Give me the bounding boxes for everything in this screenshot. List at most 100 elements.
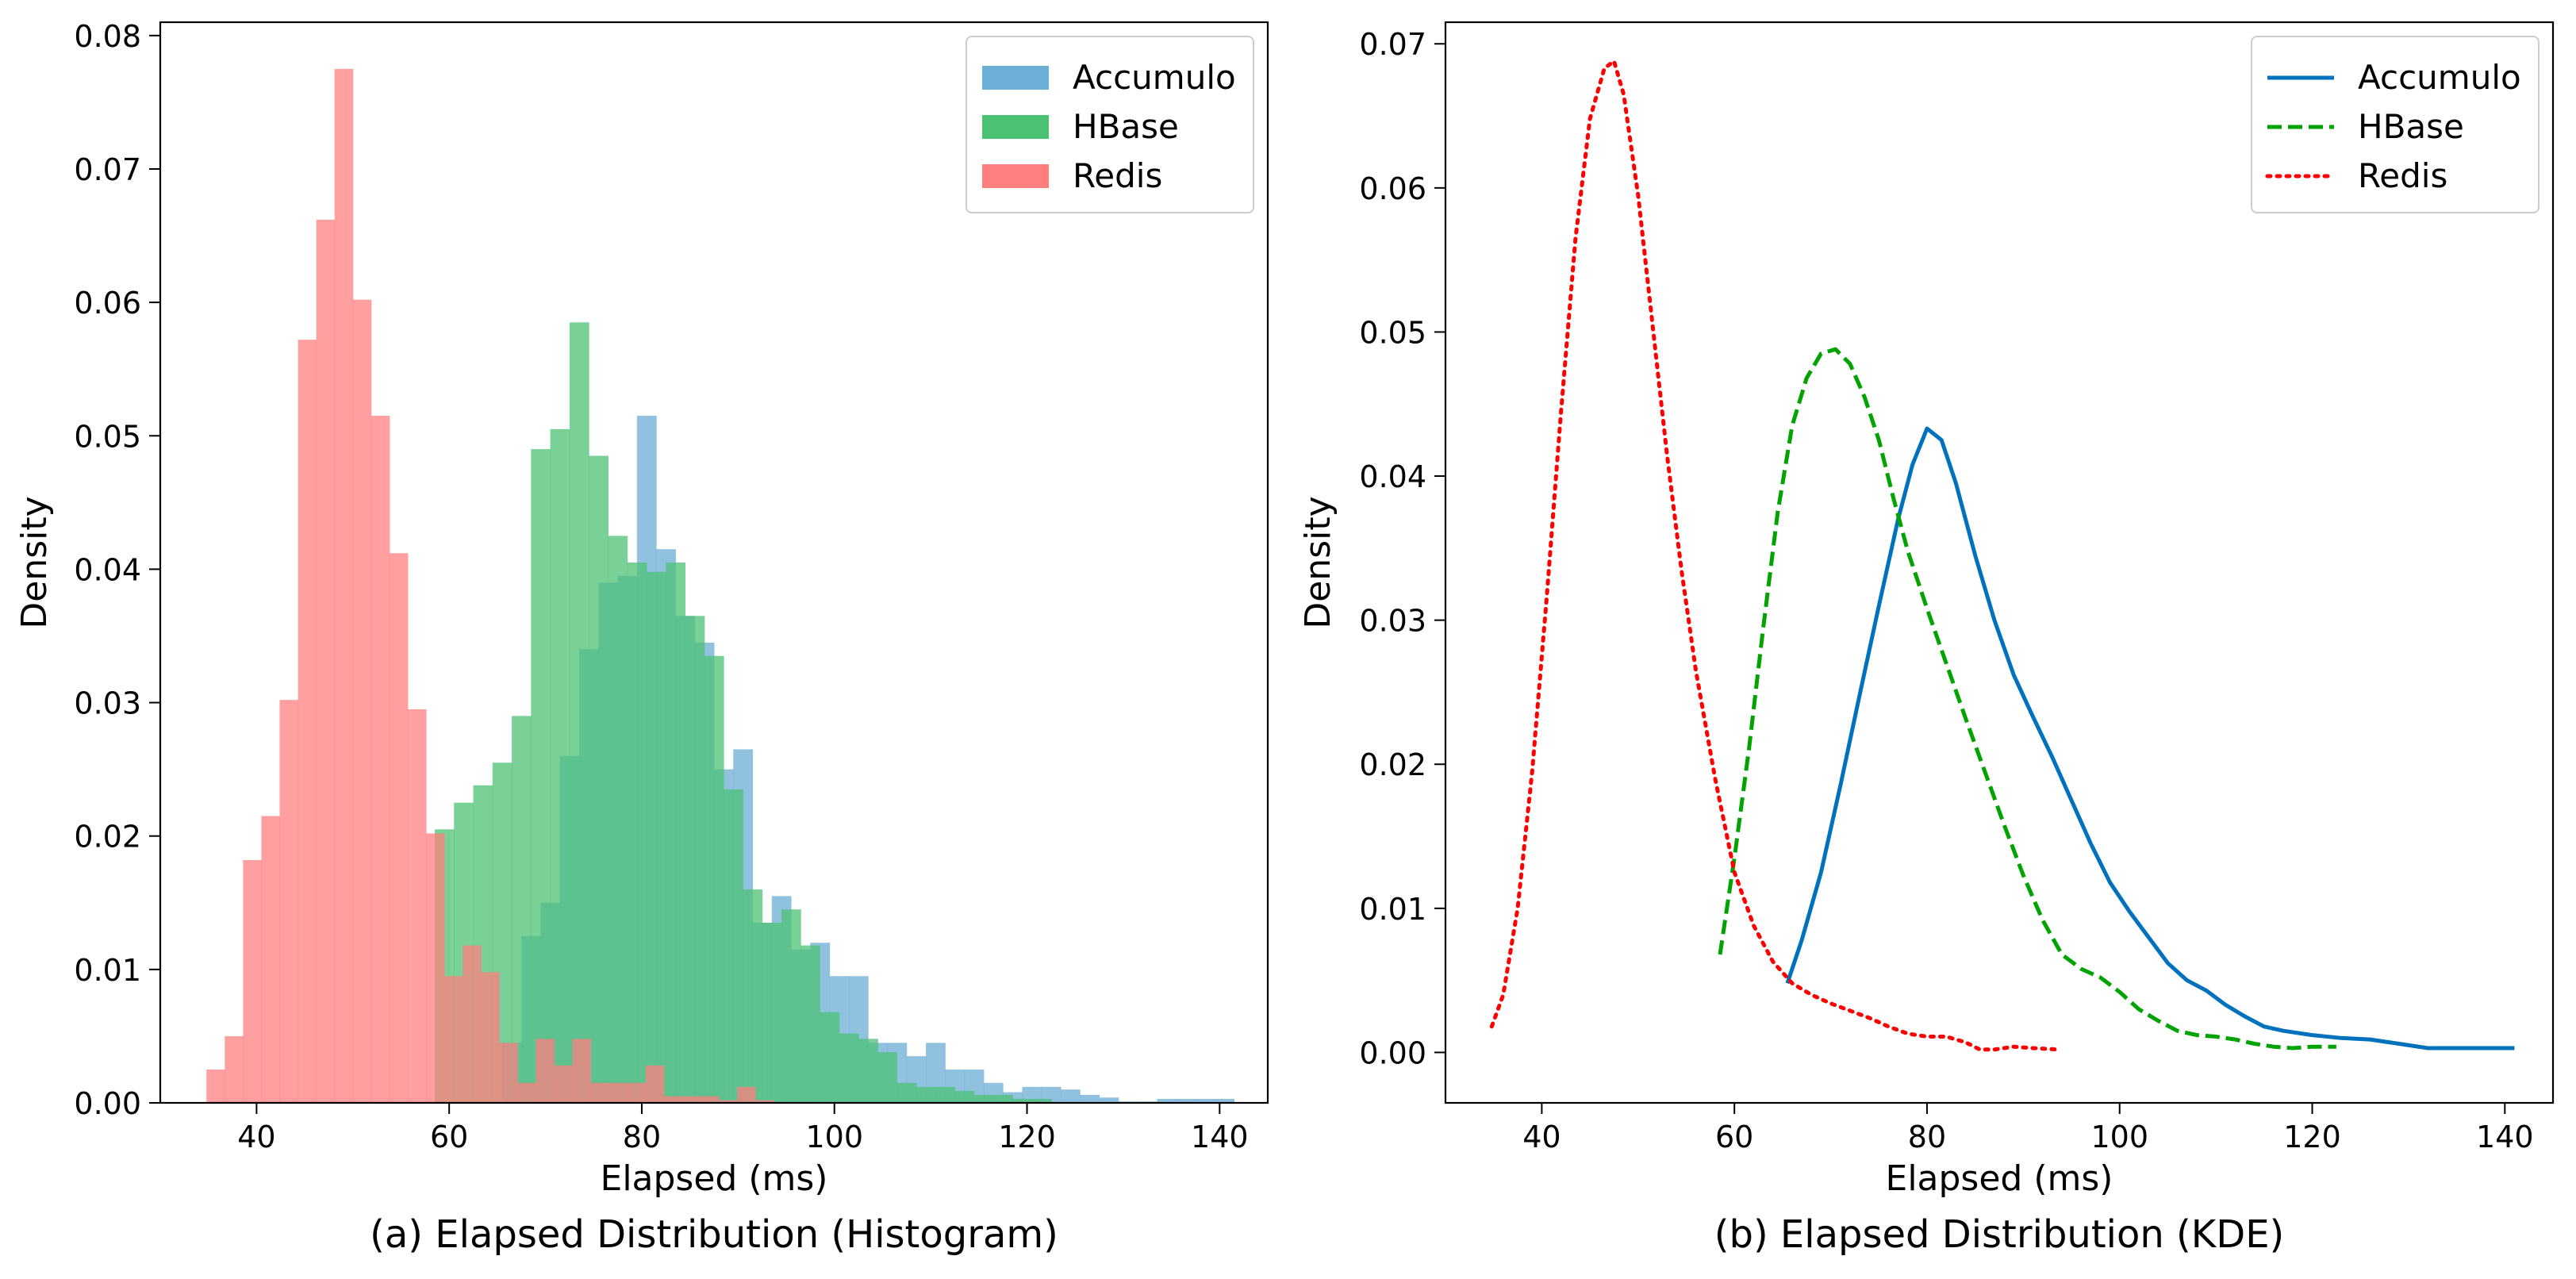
bar-hbase (973, 1094, 994, 1103)
bar-hbase (512, 716, 532, 1103)
legend-entry-hbase: HBase (982, 107, 1179, 146)
legend: Accumulo HBase Redis (2251, 36, 2540, 213)
y-tick-label: 0.08 (74, 19, 141, 54)
axes-frame (1444, 21, 2555, 1104)
bar-redis (554, 1065, 574, 1103)
bar-redis (407, 709, 427, 1103)
bar-redis (261, 816, 281, 1103)
bar-redis (627, 1082, 647, 1103)
x-tick-label: 80 (1908, 1120, 1946, 1154)
bar-accumulo (1195, 1098, 1215, 1103)
bar-hbase (1031, 1098, 1052, 1103)
y-axis-label: Density (14, 496, 55, 628)
kde-lines (1489, 59, 2515, 1052)
bar-redis (481, 972, 500, 1103)
x-tick-label: 100 (2090, 1120, 2148, 1154)
bar-hbase (993, 1094, 1013, 1103)
bar-redis (737, 1086, 756, 1103)
bar-hbase (743, 889, 763, 1103)
bar-hbase (916, 1086, 936, 1103)
bar-redis (370, 416, 390, 1103)
bar-redis (719, 1100, 738, 1103)
x-axis-label: Elapsed (ms) (1886, 1158, 2113, 1199)
bar-hbase (666, 563, 686, 1103)
legend-label: Accumulo (2358, 58, 2521, 97)
bar-redis (279, 700, 299, 1103)
bar-redis (352, 299, 372, 1103)
bar-redis (572, 1039, 592, 1103)
bar-hbase (647, 571, 666, 1103)
histogram-panel: 40 60 80 100 120 140 0.00 0.01 0.02 0.03 0.04 0.05… (14, 19, 1269, 1257)
x-tick-label: 40 (237, 1120, 275, 1154)
bar-redis (243, 859, 262, 1103)
bar-hbase (531, 449, 551, 1103)
bar-accumulo (1176, 1098, 1196, 1103)
bar-hbase (896, 1082, 917, 1103)
bar-hbase (589, 455, 608, 1103)
legend-label: HBase (2358, 107, 2464, 146)
legend-entry-hbase: HBase (2267, 107, 2464, 146)
x-tick-label: 140 (1191, 1120, 1249, 1154)
bars-hbase (434, 322, 1052, 1103)
axes-frame (159, 21, 1269, 1104)
legend-label: Redis (2358, 156, 2447, 195)
bar-redis (701, 1096, 720, 1103)
bar-redis (590, 1082, 610, 1103)
bar-redis (755, 1100, 774, 1103)
x-tick-label: 80 (623, 1120, 661, 1154)
x-axis-label: Elapsed (ms) (601, 1158, 828, 1199)
legend-label: HBase (1073, 107, 1179, 146)
legend-label: Accumulo (1073, 58, 1236, 97)
y-tick-label: 0.00 (1359, 1035, 1426, 1070)
legend-swatch-redis (982, 164, 1049, 188)
bar-redis (608, 1082, 628, 1103)
bar-redis (389, 553, 409, 1103)
chart-subtitle: (b) Elapsed Distribution (KDE) (1714, 1212, 2285, 1257)
bar-hbase (608, 536, 628, 1103)
bar-hbase (839, 1033, 859, 1103)
x-tick-label: 100 (805, 1120, 863, 1154)
bar-hbase (781, 909, 801, 1103)
y-axis-label: Density (1298, 496, 1338, 628)
bars-redis (206, 68, 774, 1104)
legend-entry-redis: Redis (2265, 156, 2447, 195)
bar-redis (463, 945, 482, 1103)
x-tick-label: 60 (1715, 1120, 1753, 1154)
bar-redis (444, 976, 463, 1103)
x-axis-ticks: 40 60 80 100 120 140 (1522, 1103, 2534, 1154)
legend-swatch-accumulo (982, 66, 1049, 90)
bar-redis (517, 1082, 536, 1103)
y-tick-label: 0.05 (1359, 315, 1426, 350)
legend: Accumulo HBase Redis (966, 36, 1254, 213)
kde-line-accumulo (1785, 426, 2515, 1050)
bar-accumulo (1061, 1089, 1081, 1103)
bar-hbase (935, 1086, 955, 1103)
y-axis-ticks: 0.00 0.01 0.02 0.03 0.04 0.05 0.06 0.07 (1359, 27, 1445, 1070)
legend-swatch-hbase (982, 115, 1049, 139)
bar-hbase (685, 616, 705, 1103)
y-tick-label: 0.06 (1359, 171, 1426, 206)
bar-hbase (550, 428, 570, 1103)
kde-line-hbase (1718, 347, 2336, 1050)
bar-redis (225, 1035, 244, 1103)
y-tick-label: 0.01 (74, 953, 141, 988)
y-tick-label: 0.00 (74, 1086, 141, 1121)
y-tick-label: 0.03 (74, 686, 141, 721)
y-tick-label: 0.06 (74, 286, 141, 321)
bar-redis (663, 1096, 683, 1103)
x-tick-label: 40 (1522, 1120, 1561, 1154)
bar-hbase (820, 1012, 840, 1103)
y-tick-label: 0.02 (1359, 747, 1426, 782)
x-tick-label: 120 (2283, 1120, 2341, 1154)
legend-label: Redis (1073, 156, 1162, 195)
bar-hbase (762, 923, 782, 1103)
y-tick-label: 0.04 (1359, 459, 1426, 494)
bar-hbase (800, 945, 821, 1103)
kde-line-redis (1489, 59, 2061, 1052)
y-tick-label: 0.02 (74, 820, 141, 855)
chart-subtitle: (a) Elapsed Distribution (Histogram) (370, 1212, 1058, 1257)
histogram-bars (206, 68, 1235, 1104)
bar-redis (499, 1043, 518, 1103)
x-tick-label: 140 (2476, 1120, 2534, 1154)
